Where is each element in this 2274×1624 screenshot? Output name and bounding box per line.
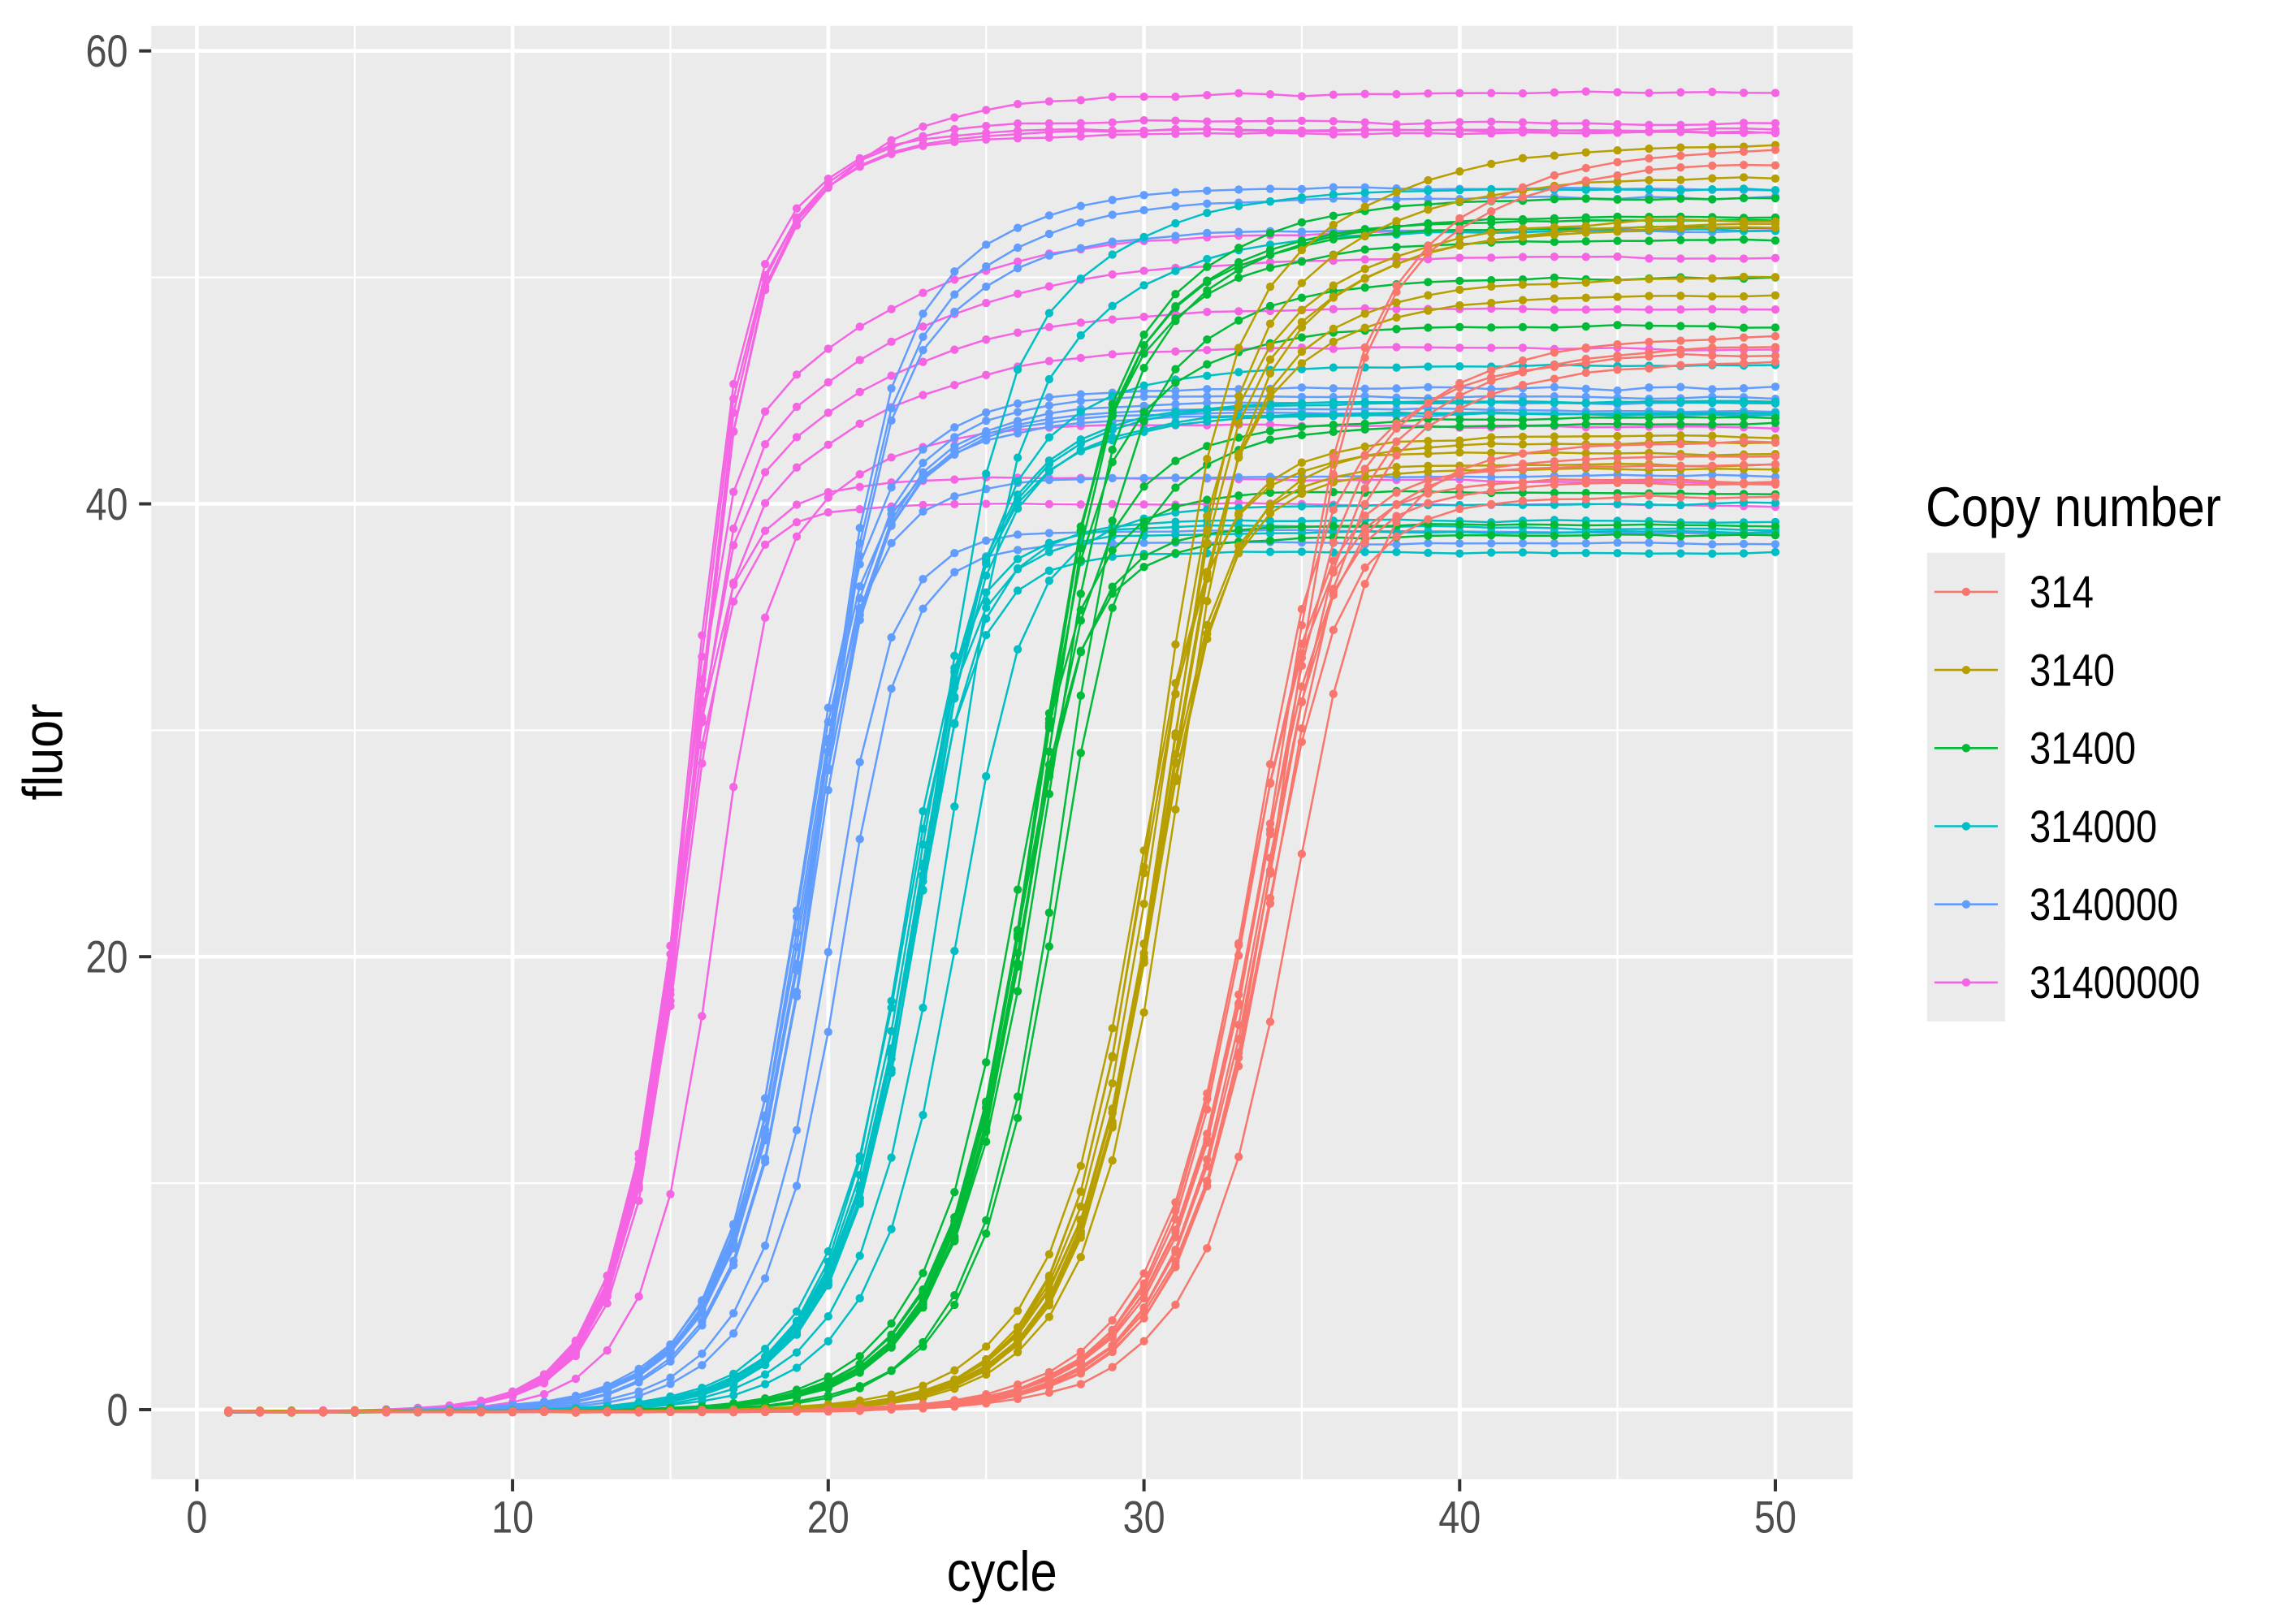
svg-text:40: 40: [86, 478, 128, 529]
svg-text:20: 20: [86, 931, 128, 983]
svg-text:31400: 31400: [2030, 723, 2136, 774]
svg-text:50: 50: [1754, 1491, 1796, 1542]
svg-text:20: 20: [807, 1491, 850, 1542]
svg-text:40: 40: [1438, 1491, 1481, 1542]
svg-text:314000: 314000: [2030, 801, 2157, 852]
svg-text:60: 60: [86, 25, 128, 76]
svg-text:3140000: 3140000: [2030, 879, 2178, 930]
svg-text:0: 0: [107, 1384, 128, 1435]
svg-text:fluor: fluor: [12, 704, 75, 801]
svg-text:Copy number: Copy number: [1926, 476, 2221, 538]
svg-text:0: 0: [186, 1491, 207, 1542]
svg-text:cycle: cycle: [947, 1540, 1057, 1603]
svg-text:3140: 3140: [2030, 644, 2115, 695]
svg-text:30: 30: [1123, 1491, 1165, 1542]
svg-text:314: 314: [2030, 566, 2094, 617]
svg-text:31400000: 31400000: [2030, 957, 2200, 1008]
svg-text:10: 10: [491, 1491, 534, 1542]
